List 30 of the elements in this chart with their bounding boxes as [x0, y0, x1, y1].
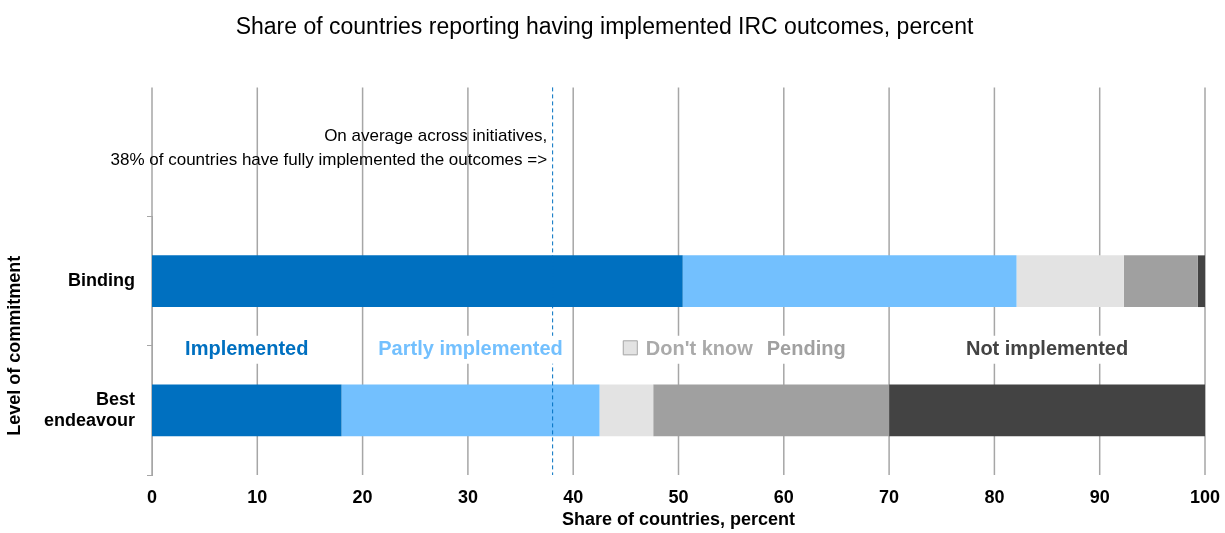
x-tick-label: 50 [668, 486, 689, 507]
x-tick-label: 70 [879, 486, 900, 507]
x-tick-label: 100 [1189, 486, 1221, 507]
series-label: Not implemented [965, 337, 1129, 360]
x-tick-label: 30 [457, 486, 478, 507]
bar [341, 384, 600, 437]
legend-label: Don't know [645, 337, 754, 360]
y-axis-title: Level of commitment [3, 255, 24, 436]
bar [1197, 255, 1205, 308]
bar [152, 384, 342, 437]
x-tick-label: 90 [1089, 486, 1110, 507]
x-tick-label: 0 [146, 486, 158, 507]
chart-title: Share of countries reporting having implemented IRC outcomes, percent [235, 13, 974, 40]
series-label: Partly implemented [378, 337, 563, 360]
x-tick-label: 40 [563, 486, 584, 507]
series-label: Implemented [185, 337, 309, 360]
ref-line-label: On average across initiatives, 38% of countries have fully implemented the outcomes => [110, 125, 548, 169]
y-tick-label: Binding [68, 270, 135, 291]
x-tick-label: 60 [773, 486, 794, 507]
bar [1123, 255, 1198, 308]
bar [889, 384, 1205, 437]
x-tick-label: 10 [247, 486, 268, 507]
bar [599, 384, 654, 437]
series-label: Pending [766, 337, 846, 360]
y-tick-label: Best endeavour [43, 388, 135, 431]
x-tick-label: 20 [352, 486, 373, 507]
x-axis-title: Share of countries, percent [561, 509, 796, 530]
bar [682, 255, 1017, 308]
x-tick-label: 80 [984, 486, 1005, 507]
bar [1016, 255, 1124, 308]
